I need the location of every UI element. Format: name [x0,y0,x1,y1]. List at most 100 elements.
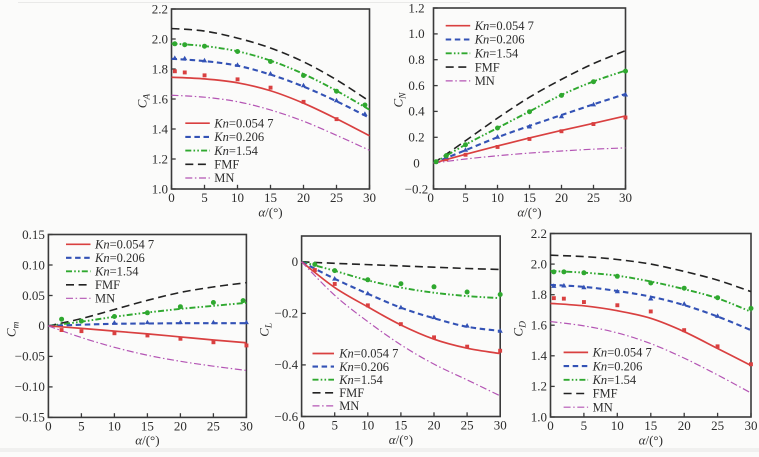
svg-text:Kn=0.054 7: Kn=0.054 7 [338,347,398,361]
svg-text:Kn=0.054 7: Kn=0.054 7 [94,238,154,252]
svg-text:25: 25 [587,190,600,205]
svg-text:Cm: Cm [4,322,22,338]
svg-text:5: 5 [462,190,469,205]
svg-text:20: 20 [428,418,441,433]
svg-text:FMF: FMF [95,278,120,292]
svg-text:0.6: 0.6 [408,78,425,93]
svg-text:1.0: 1.0 [531,409,547,424]
svg-text:5: 5 [331,418,338,433]
svg-text:−0.6: −0.6 [275,409,299,424]
svg-text:5: 5 [581,418,588,433]
svg-text:0.05: 0.05 [22,288,45,303]
svg-text:Kn=0.206: Kn=0.206 [338,360,389,374]
svg-text:α/(°): α/(°) [135,433,159,448]
svg-text:1.6: 1.6 [531,318,548,333]
svg-text:1.8: 1.8 [152,61,168,76]
svg-text:15: 15 [394,418,407,433]
svg-text:0.8: 0.8 [408,52,424,67]
svg-text:30: 30 [363,190,376,205]
svg-text:1.0: 1.0 [408,26,424,41]
svg-text:CN: CN [391,92,409,108]
svg-text:10: 10 [491,190,504,205]
svg-text:15: 15 [141,418,154,433]
svg-text:5: 5 [78,418,85,433]
svg-text:Kn=0.206: Kn=0.206 [474,33,525,47]
svg-text:1.4: 1.4 [152,121,169,136]
svg-text:Kn=1.54: Kn=1.54 [213,144,258,158]
svg-text:−0.2: −0.2 [275,306,299,321]
svg-text:MN: MN [593,400,613,414]
svg-text:0: 0 [427,190,434,205]
svg-text:0: 0 [298,418,305,433]
svg-text:α/(°): α/(°) [517,204,541,219]
svg-text:Kn=0.206: Kn=0.206 [213,130,264,144]
svg-text:30: 30 [619,190,632,205]
svg-text:2.0: 2.0 [531,256,547,271]
svg-text:15: 15 [523,190,536,205]
svg-text:20: 20 [297,190,310,205]
svg-text:30: 30 [745,418,758,433]
svg-text:CD: CD [511,321,529,337]
svg-text:−0.4: −0.4 [275,357,299,372]
svg-text:1.8: 1.8 [531,287,547,302]
svg-text:Kn=0.054 7: Kn=0.054 7 [474,19,534,33]
svg-text:0.15: 0.15 [22,227,45,242]
svg-text:0: 0 [45,418,52,433]
svg-text:30: 30 [494,418,507,433]
svg-text:α/(°): α/(°) [639,432,663,447]
svg-text:Kn=0.054 7: Kn=0.054 7 [592,346,652,360]
svg-text:MN: MN [475,74,495,88]
svg-text:−0.15: −0.15 [15,410,45,425]
svg-text:15: 15 [644,418,657,433]
svg-text:0: 0 [38,318,45,333]
svg-text:0.2: 0.2 [408,130,424,145]
svg-text:CA: CA [135,94,153,109]
svg-text:FMF: FMF [339,386,364,400]
svg-text:5: 5 [201,190,208,205]
svg-text:1.2: 1.2 [152,151,168,166]
svg-text:15: 15 [264,190,277,205]
svg-text:0: 0 [292,254,299,269]
svg-text:MN: MN [95,292,115,306]
svg-text:Kn=0.206: Kn=0.206 [592,359,643,373]
svg-text:Kn=0.206: Kn=0.206 [94,251,145,265]
svg-text:25: 25 [330,190,343,205]
svg-text:Kn=1.54: Kn=1.54 [94,265,139,279]
svg-text:Kn=1.54: Kn=1.54 [592,373,637,387]
svg-text:CL: CL [257,323,275,337]
svg-text:1.6: 1.6 [152,91,169,106]
svg-text:FMF: FMF [214,158,239,172]
svg-text:1.2: 1.2 [408,0,424,15]
svg-text:25: 25 [711,418,724,433]
svg-text:1.4: 1.4 [531,348,548,363]
svg-text:MN: MN [214,171,234,185]
svg-text:20: 20 [555,190,568,205]
svg-text:2.0: 2.0 [152,31,168,46]
svg-text:20: 20 [678,418,691,433]
svg-text:2.2: 2.2 [152,1,168,16]
svg-text:25: 25 [207,418,220,433]
svg-text:−0.2: −0.2 [405,181,429,196]
svg-text:α/(°): α/(°) [389,432,413,447]
svg-text:α/(°): α/(°) [258,204,282,219]
svg-text:0: 0 [168,190,175,205]
svg-text:−0.10: −0.10 [15,379,45,394]
svg-text:10: 10 [108,418,121,433]
svg-text:1.0: 1.0 [152,181,168,196]
svg-text:MN: MN [339,399,359,413]
svg-text:30: 30 [240,418,253,433]
svg-text:0: 0 [413,155,420,170]
svg-text:Kn=0.054 7: Kn=0.054 7 [213,116,273,130]
svg-text:−0.05: −0.05 [15,349,45,364]
svg-text:0.4: 0.4 [408,104,425,119]
svg-text:10: 10 [361,418,374,433]
svg-text:Kn=1.54: Kn=1.54 [338,373,383,387]
svg-text:Kn=1.54: Kn=1.54 [474,47,519,61]
svg-text:2.2: 2.2 [531,226,547,241]
svg-text:FMF: FMF [593,387,618,401]
svg-text:25: 25 [461,418,474,433]
svg-text:10: 10 [231,190,244,205]
svg-text:10: 10 [611,418,624,433]
svg-text:1.2: 1.2 [531,379,547,394]
svg-text:0: 0 [547,418,554,433]
